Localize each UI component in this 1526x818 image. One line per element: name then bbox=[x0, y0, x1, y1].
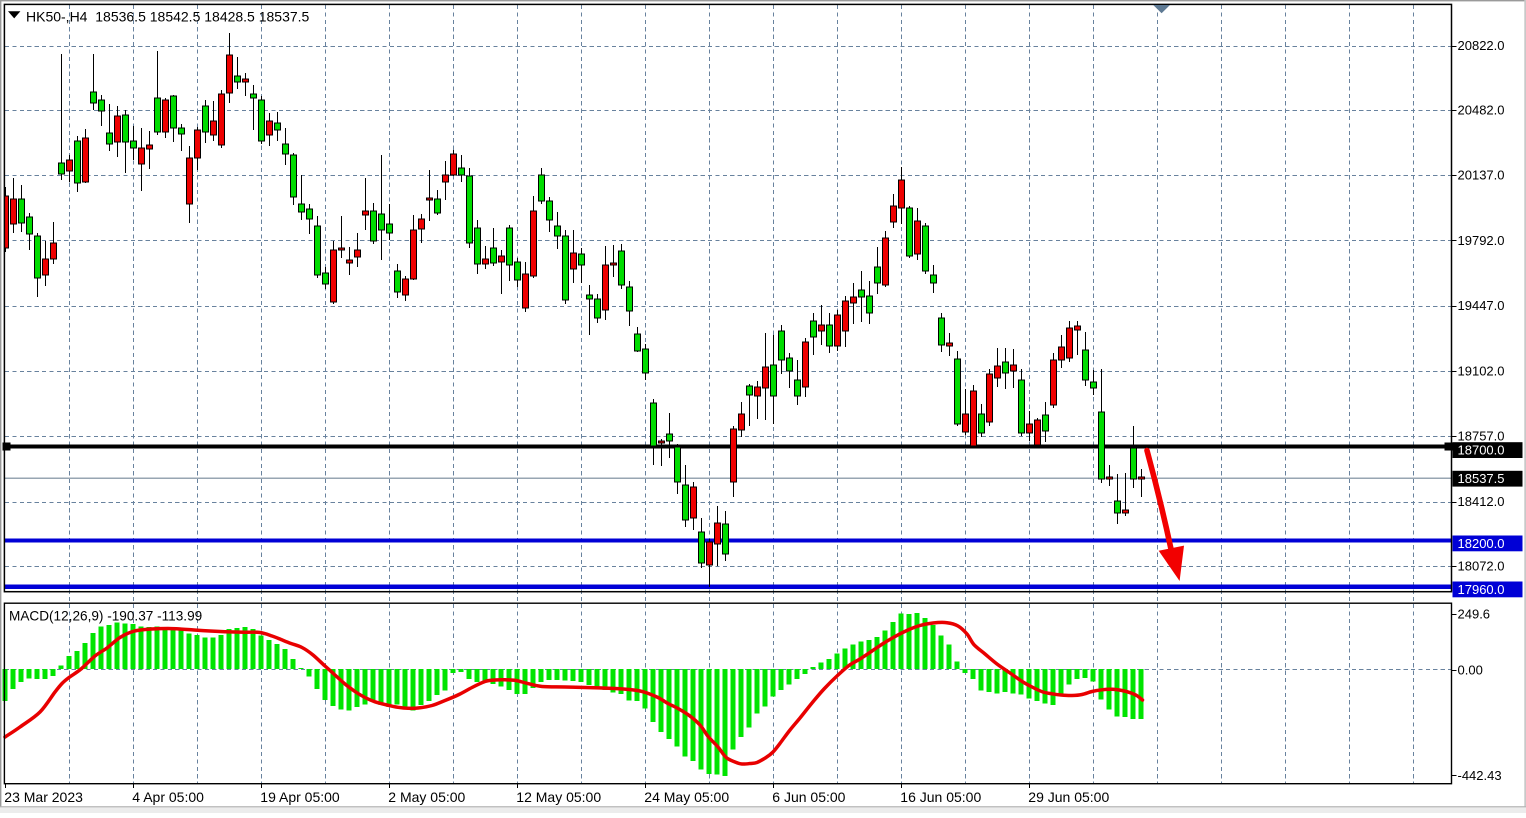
svg-text:18537.5: 18537.5 bbox=[1458, 471, 1505, 486]
svg-text:18757.0: 18757.0 bbox=[1458, 429, 1505, 444]
svg-text:2 May 05:00: 2 May 05:00 bbox=[388, 789, 465, 805]
svg-text:18200.0: 18200.0 bbox=[1458, 536, 1505, 551]
svg-text:18072.0: 18072.0 bbox=[1458, 558, 1505, 573]
svg-text:-442.43: -442.43 bbox=[1458, 768, 1502, 783]
svg-text:0.00: 0.00 bbox=[1458, 662, 1483, 677]
svg-text:18412.0: 18412.0 bbox=[1458, 494, 1505, 509]
svg-text:20482.0: 20482.0 bbox=[1458, 102, 1505, 117]
svg-text:16 Jun 05:00: 16 Jun 05:00 bbox=[900, 789, 981, 805]
svg-text:4 Apr 05:00: 4 Apr 05:00 bbox=[132, 789, 204, 805]
svg-text:19447.0: 19447.0 bbox=[1458, 298, 1505, 313]
svg-text:19792.0: 19792.0 bbox=[1458, 233, 1505, 248]
svg-text:24 May 05:00: 24 May 05:00 bbox=[644, 789, 729, 805]
svg-text:20137.0: 20137.0 bbox=[1458, 168, 1505, 183]
svg-text:18700.0: 18700.0 bbox=[1458, 443, 1505, 458]
svg-text:12 May 05:00: 12 May 05:00 bbox=[516, 789, 601, 805]
svg-text:23 Mar 2023: 23 Mar 2023 bbox=[4, 789, 83, 805]
svg-text:HK50-,H4 18536.5 18542.5 1842: HK50-,H4 18536.5 18542.5 18428.5 18537.5 bbox=[26, 9, 310, 25]
svg-text:17960.0: 17960.0 bbox=[1458, 582, 1505, 597]
svg-text:20822.0: 20822.0 bbox=[1458, 38, 1505, 53]
svg-text:29 Jun 05:00: 29 Jun 05:00 bbox=[1028, 789, 1109, 805]
svg-text:19102.0: 19102.0 bbox=[1458, 363, 1505, 378]
svg-text:6 Jun 05:00: 6 Jun 05:00 bbox=[772, 789, 845, 805]
svg-text:MACD(12,26,9) -190.37 -113.99: MACD(12,26,9) -190.37 -113.99 bbox=[9, 609, 202, 624]
svg-text:249.6: 249.6 bbox=[1458, 606, 1491, 621]
svg-text:19 Apr 05:00: 19 Apr 05:00 bbox=[260, 789, 340, 805]
